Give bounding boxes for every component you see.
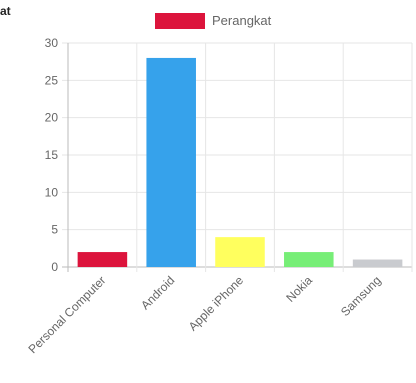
y-tick-label: 25 — [45, 73, 59, 87]
bar-android[interactable] — [146, 57, 196, 267]
y-tick-label: 20 — [45, 111, 59, 125]
x-tick-label: Nokia — [283, 273, 315, 305]
bar-nokia[interactable] — [284, 252, 334, 267]
x-tick-label: Personal Computer — [26, 273, 109, 356]
x-tick-label: Apple iPhone — [186, 273, 247, 334]
bar-personal-computer[interactable] — [77, 252, 128, 267]
legend-swatch[interactable] — [155, 13, 205, 29]
legend-label[interactable]: Perangkat — [212, 13, 272, 28]
y-tick-label: 0 — [51, 260, 58, 274]
y-tick-label: 5 — [51, 223, 58, 237]
y-axis: 0 5 10 15 20 25 30 — [45, 36, 59, 274]
chart-title-fragment: at — [0, 4, 11, 18]
x-axis: Personal Computer Android Apple iPhone Noki… — [26, 273, 384, 356]
bars — [77, 57, 403, 267]
y-tick-label: 30 — [45, 36, 59, 50]
y-tick-label: 15 — [45, 148, 59, 162]
x-tick-label: Android — [138, 273, 177, 312]
x-tick-label: Samsung — [338, 273, 384, 319]
bar-apple-iphone[interactable] — [215, 237, 265, 267]
legend[interactable]: Perangkat — [155, 13, 272, 29]
y-tick-label: 10 — [45, 185, 59, 199]
bar-samsung[interactable] — [352, 259, 403, 267]
